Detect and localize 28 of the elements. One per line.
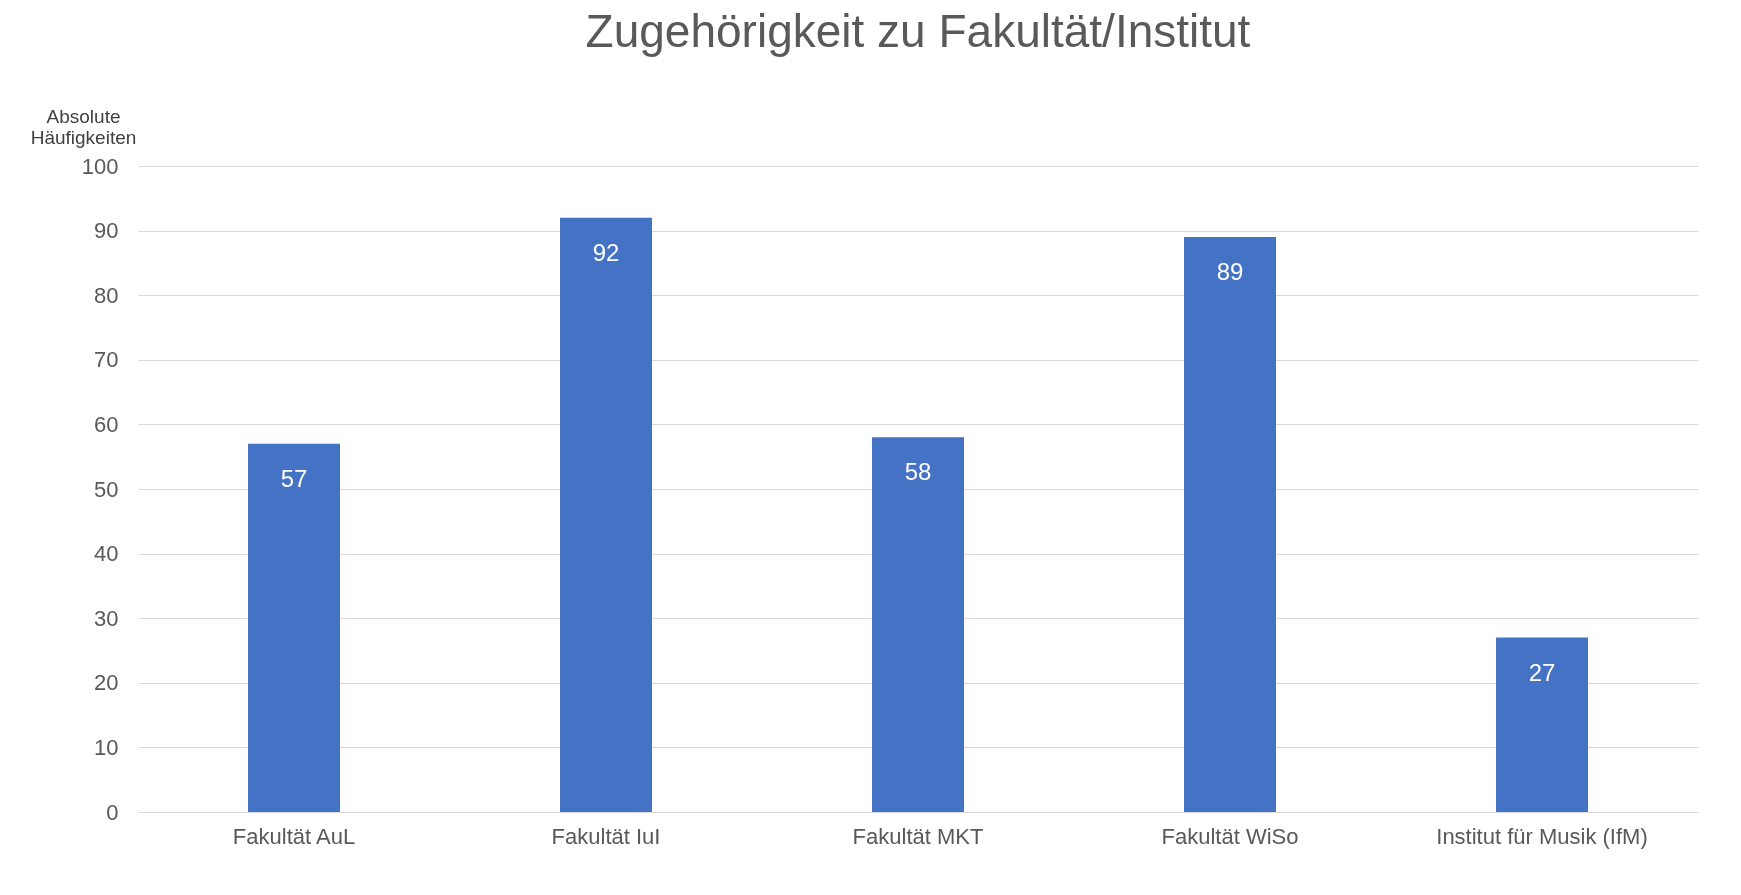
y-tick-label: 40 (94, 541, 119, 567)
x-tick-label: Fakultät WiSo (1161, 823, 1299, 849)
x-tick-label: Fakultät AuL (232, 823, 356, 849)
bar (1184, 237, 1276, 812)
data-label: 27 (1528, 658, 1556, 686)
x-tick-label: Fakultät IuI (551, 823, 661, 849)
bar (872, 437, 964, 812)
y-tick-label: 50 (94, 476, 119, 502)
x-tick-label: Institut für Musik (IfM) (1436, 823, 1648, 849)
data-label: 58 (904, 458, 932, 486)
y-tick-label: 20 (94, 670, 119, 696)
y-tick-label: 90 (94, 218, 119, 244)
y-tick-label: 100 (81, 153, 119, 179)
y-tick-label: 80 (94, 282, 119, 308)
data-label: 57 (280, 464, 308, 492)
bar (1496, 637, 1588, 812)
y-axis-title: Absolute Häufigkeiten (30, 105, 137, 148)
y-tick-label: 30 (94, 605, 119, 631)
bar (248, 443, 340, 812)
data-label: 89 (1216, 258, 1244, 286)
y-tick-label: 60 (94, 411, 119, 437)
data-label: 92 (592, 238, 620, 266)
chart-title: Zugehörigkeit zu Fakultät/Institut (585, 5, 1251, 57)
y-tick-label: 0 (106, 799, 119, 825)
x-tick-label: Fakultät MKT (852, 823, 984, 849)
y-tick-label: 10 (94, 734, 119, 760)
y-tick-label: 70 (94, 347, 119, 373)
bar (560, 217, 652, 812)
